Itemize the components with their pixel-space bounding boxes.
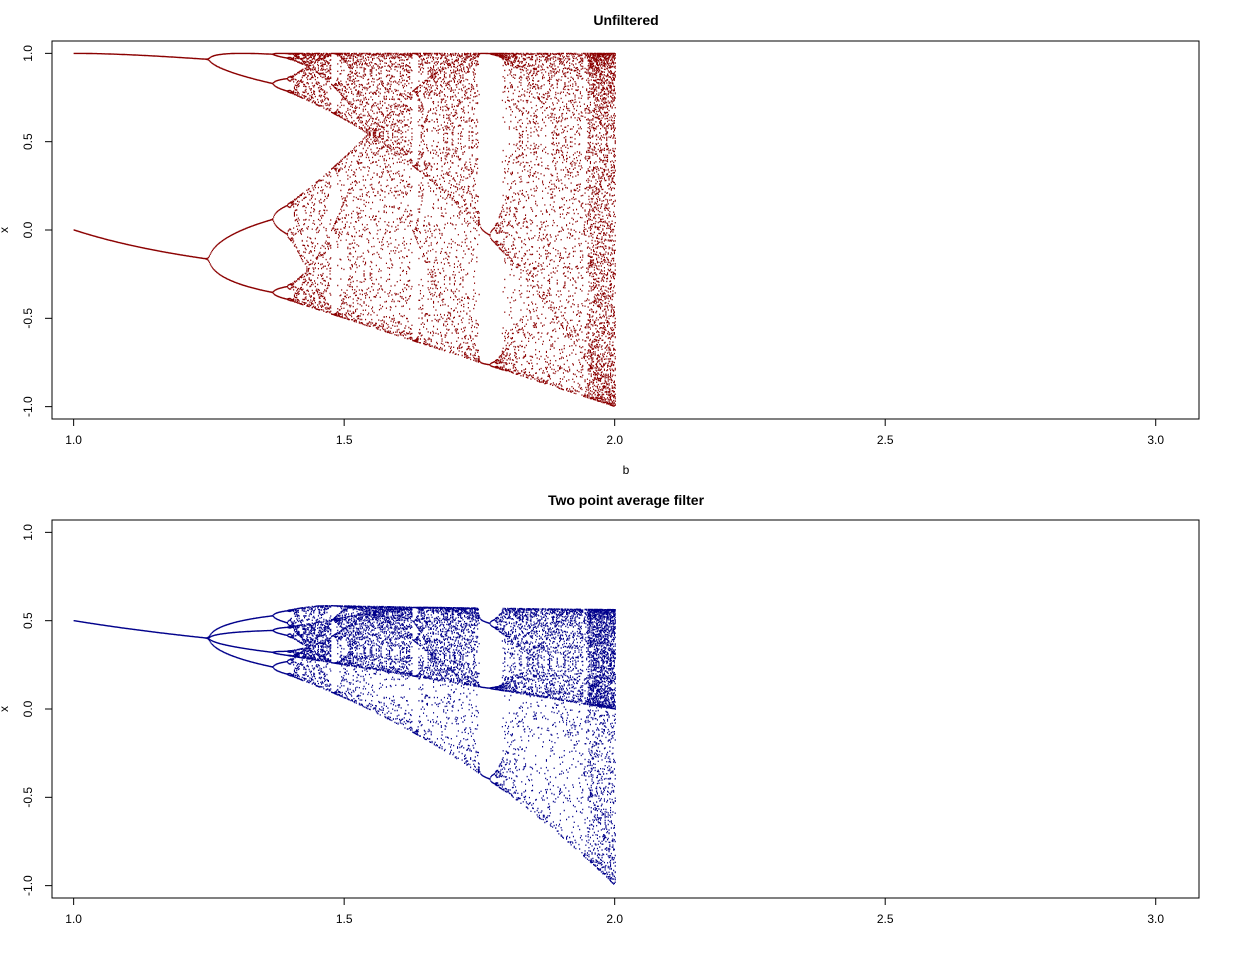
x-tick-label: 2.5: [877, 433, 894, 447]
x-tick-label: 1.5: [336, 912, 353, 926]
y-tick-label: -0.5: [21, 308, 35, 329]
x-tick-label: 2.0: [606, 912, 623, 926]
chart-title-two-point-average: Two point average filter: [548, 492, 705, 508]
data-points-unfiltered: [73, 52, 616, 407]
y-tick-label: 0.5: [21, 133, 35, 150]
data-points-two-point-average: [73, 605, 616, 885]
y-tick-label: 0.0: [21, 221, 35, 238]
bifurcation-points: [73, 52, 616, 407]
plot-frame-two-point-average: [51, 519, 1200, 899]
x-tick-label: 1.0: [65, 912, 82, 926]
y-tick-label: -0.5: [21, 787, 35, 808]
x-tick-label: 1.0: [65, 433, 82, 447]
y-tick-label: 0.0: [21, 700, 35, 717]
plot-frame-unfiltered: [51, 40, 1200, 420]
chart-title-unfiltered: Unfiltered: [593, 12, 658, 28]
x-axis-label-unfiltered: b: [623, 463, 630, 477]
bifurcation-points: [73, 605, 616, 885]
y-axis-label-two-point-average: x: [0, 706, 11, 712]
y-tick-label: 0.5: [21, 612, 35, 629]
panel-unfiltered: Unfiltered 1.0 1.5 2.0 2.5 3.0 -1.0 -0.5 0.0 0.…: [0, 12, 1200, 477]
x-tick-label: 2.5: [877, 912, 894, 926]
x-tick-label: 3.0: [1147, 433, 1164, 447]
x-axis-two-point-average: 1.0 1.5 2.0 2.5 3.0: [65, 897, 1164, 926]
y-tick-label: -1.0: [21, 396, 35, 417]
y-axis-two-point-average: -1.0 -0.5 0.0 0.5 1.0: [21, 524, 52, 896]
panel-two-point-average: Two point average filter 1.0 1.5 2.0 2.5 3.0…: [0, 492, 1200, 926]
x-tick-label: 3.0: [1147, 912, 1164, 926]
y-tick-label: -1.0: [21, 875, 35, 896]
y-axis-label-unfiltered: x: [0, 227, 11, 233]
y-tick-label: 1.0: [21, 524, 35, 541]
x-tick-label: 2.0: [606, 433, 623, 447]
x-tick-label: 1.5: [336, 433, 353, 447]
x-axis-unfiltered: 1.0 1.5 2.0 2.5 3.0: [65, 418, 1164, 447]
y-axis-unfiltered: -1.0 -0.5 0.0 0.5 1.0: [21, 45, 52, 417]
y-tick-label: 1.0: [21, 45, 35, 62]
